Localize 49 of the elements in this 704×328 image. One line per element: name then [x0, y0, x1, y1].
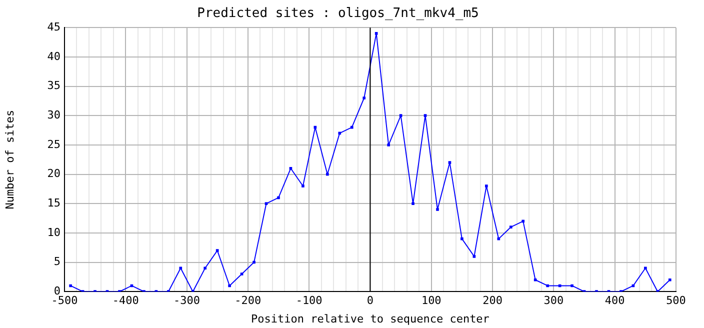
- point: [460, 237, 464, 240]
- x-tick-label: 0: [366, 294, 374, 308]
- point: [289, 166, 292, 170]
- point: [350, 126, 354, 129]
- x-tick-label: -400: [112, 294, 139, 308]
- y-tick-label: 10: [47, 226, 60, 239]
- point: [424, 114, 427, 118]
- point: [472, 254, 476, 258]
- point: [374, 32, 378, 35]
- point: [69, 284, 72, 288]
- point: [448, 161, 452, 164]
- y-axis-title: Number of sites: [3, 110, 16, 210]
- point: [326, 172, 329, 176]
- point: [668, 278, 672, 282]
- x-tick-label: 200: [482, 294, 502, 308]
- point: [264, 202, 268, 206]
- x-axis-title: Position relative to sequence center: [251, 312, 490, 326]
- y-tick-label: 25: [47, 138, 60, 151]
- y-tick-label: 15: [47, 196, 60, 210]
- point: [277, 196, 280, 200]
- point: [399, 114, 402, 118]
- point: [179, 266, 182, 270]
- point: [362, 96, 366, 100]
- point: [497, 237, 500, 240]
- point: [338, 132, 342, 135]
- y-tick-label: 5: [54, 255, 60, 268]
- point: [509, 226, 512, 228]
- x-tick-label: 100: [421, 294, 442, 308]
- x-tick-label: 500: [666, 294, 686, 308]
- point: [570, 284, 574, 288]
- x-tick-label: -200: [234, 294, 262, 308]
- y-tick-label: 20: [47, 167, 60, 180]
- point: [534, 278, 537, 282]
- y-tick-label: 40: [47, 50, 60, 63]
- point: [522, 220, 525, 223]
- x-tick-label: 400: [604, 294, 625, 308]
- chart-title: Predicted sites : oligos_7nt_mkv4_m5: [197, 6, 479, 22]
- y-tick-label: 45: [47, 20, 60, 34]
- y-tick-label: 35: [47, 79, 60, 92]
- point: [216, 249, 219, 252]
- y-tick-label: 30: [47, 108, 60, 122]
- x-tick-label: 300: [544, 294, 564, 308]
- point: [252, 260, 256, 264]
- x-tick-label: -100: [296, 294, 322, 308]
- point: [546, 284, 549, 288]
- point: [228, 284, 231, 288]
- x-tick-label: -300: [174, 294, 200, 308]
- point: [204, 266, 207, 270]
- point: [240, 272, 244, 276]
